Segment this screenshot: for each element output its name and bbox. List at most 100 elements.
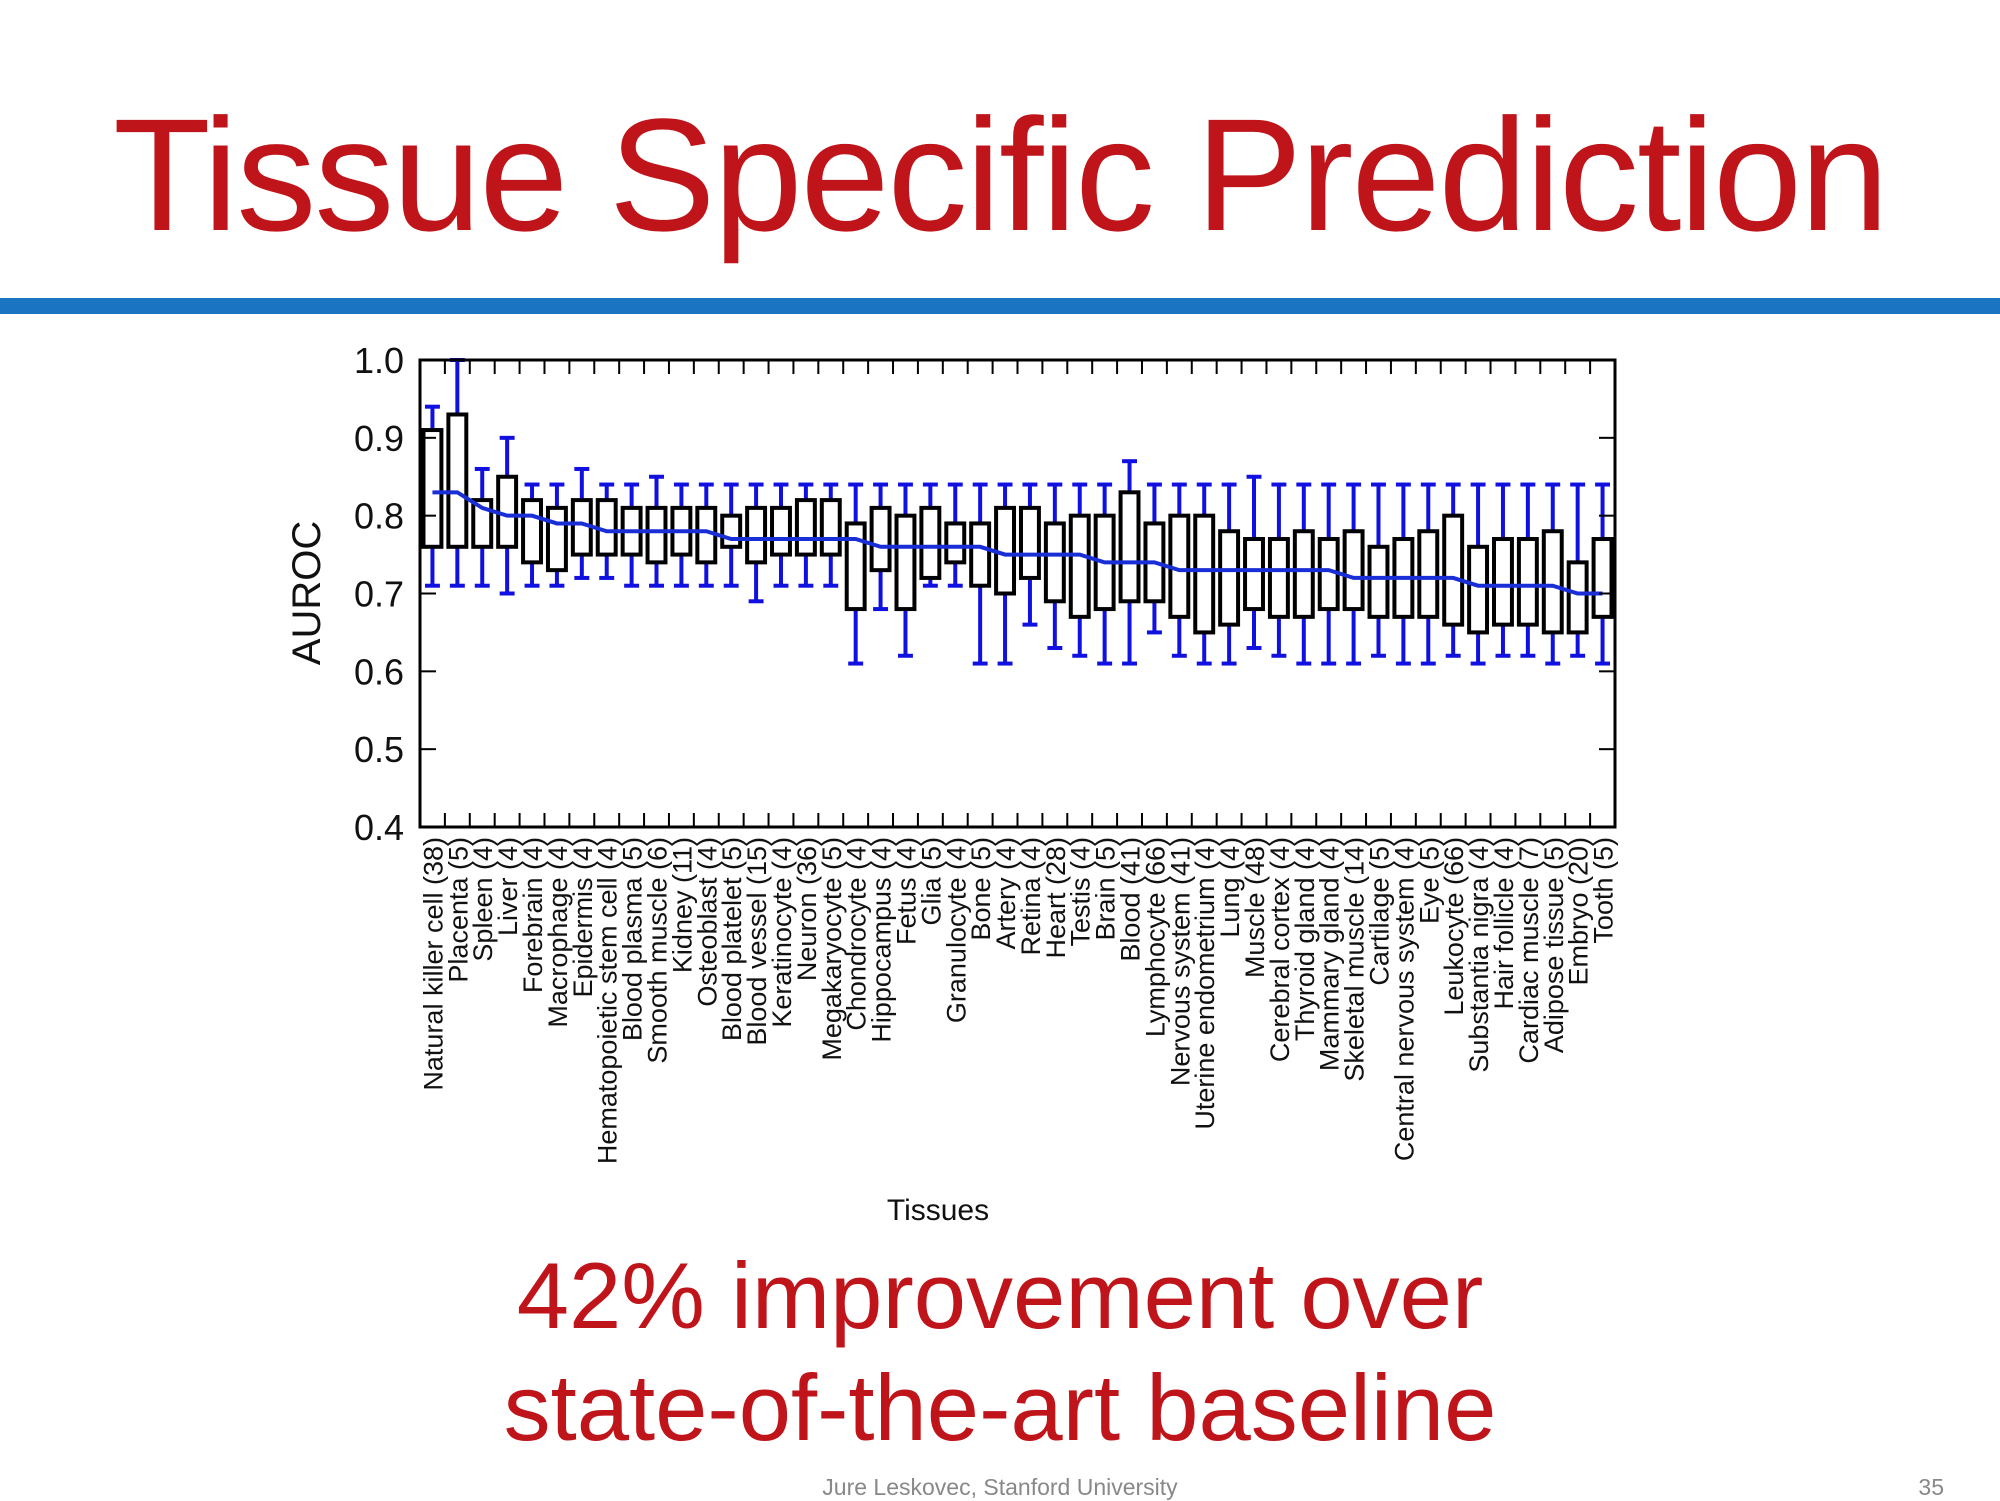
box <box>1591 537 1614 619</box>
x-tick-label: Granulocyte (4) <box>941 837 971 1023</box>
x-tick-label: Brain (5) <box>1091 837 1121 941</box>
box <box>720 513 743 549</box>
x-tick-label: Hair follicle (4) <box>1489 837 1519 1010</box>
x-tick-label: Macrophage (4) <box>543 837 573 1028</box>
boxes-layer <box>421 358 1614 666</box>
box <box>1267 537 1290 619</box>
x-axis-title: Tissues <box>887 1194 989 1227</box>
x-tick-label: Tooth (5) <box>1589 837 1619 944</box>
box <box>1193 513 1216 635</box>
x-tick-label: Testis (4) <box>1066 837 1096 947</box>
box <box>1118 490 1141 604</box>
y-tick-label: 0.5 <box>354 729 404 770</box>
y-tick-label: 0.9 <box>354 418 404 459</box>
x-tick-label: Retina (4) <box>1016 837 1046 956</box>
box <box>545 505 568 573</box>
x-tick-label: Thyroid gland (4) <box>1290 837 1320 1041</box>
y-tick-label: 0.7 <box>354 574 404 615</box>
caption-line-2: state-of-the-art baseline <box>503 1355 1497 1460</box>
box <box>894 513 917 612</box>
box <box>844 521 867 612</box>
x-tick-label: Kidney (11) <box>667 837 697 973</box>
x-tick-label: Lymphocyte (66) <box>1140 837 1170 1037</box>
box <box>1442 513 1465 627</box>
x-tick-label: Forebrain (4) <box>518 837 548 993</box>
x-tick-label: Bone (5) <box>966 837 996 941</box>
box <box>471 498 494 549</box>
x-tick-label: Spleen (4) <box>468 837 498 962</box>
x-tick-label: Osteoblast (4) <box>692 837 722 1007</box>
box <box>1218 529 1241 627</box>
caption: 42% improvement over state-of-the-art ba… <box>0 1240 2000 1464</box>
box <box>1566 560 1589 635</box>
x-tick-label: Chondrocyte (4) <box>842 837 872 1031</box>
auroc-boxplot-chart: 0.4 0.5 0.6 0.7 0.8 0.9 1.0 Natural killer cel… <box>285 340 1619 1227</box>
x-tick-label: Eye (5) <box>1414 837 1444 924</box>
box <box>1018 505 1041 580</box>
x-tick-labels: Natural killer cell (38)Placenta (5)Sple… <box>418 837 1618 1164</box>
box <box>819 498 842 557</box>
x-tick-label: Blood vessel (15) <box>742 837 772 1046</box>
box <box>1292 529 1315 619</box>
box <box>1243 537 1265 612</box>
x-tick-label: Adipose tissue (5) <box>1539 837 1569 1053</box>
ticks-layer <box>419 359 1616 828</box>
x-tick-label: Leukocyte (66) <box>1439 837 1469 1016</box>
footer-credit: Jure Leskovec, Stanford University <box>822 1474 1178 1500</box>
x-tick-label: Embryo (20) <box>1564 837 1594 986</box>
box <box>1541 529 1564 635</box>
x-tick-label: Cartilage (5) <box>1364 837 1394 986</box>
title-divider <box>0 298 2000 314</box>
y-tick-label: 0.4 <box>354 807 404 848</box>
y-tick-label: 1.0 <box>354 340 404 381</box>
box <box>1492 537 1514 627</box>
trend-layer <box>432 490 1603 596</box>
box <box>1068 513 1091 619</box>
y-tick-label: 0.6 <box>354 651 404 692</box>
box <box>794 498 817 557</box>
x-tick-label: Placenta (5) <box>443 837 473 983</box>
x-tick-label: Liver (4) <box>493 837 523 936</box>
y-axis-title: AUROC <box>285 521 329 665</box>
x-tick-label: Cerebral cortex (4) <box>1265 837 1295 1062</box>
x-tick-label: Cardiac muscle (7) <box>1514 837 1544 1064</box>
x-tick-label: Neuron (36) <box>792 837 822 981</box>
box <box>1342 529 1365 612</box>
caption-line-1: 42% improvement over <box>516 1243 1484 1348</box>
box <box>1367 544 1390 619</box>
x-tick-label: Mammary gland (4) <box>1315 837 1345 1071</box>
x-tick-label: Heart (28) <box>1041 837 1071 959</box>
y-tick-label: 0.8 <box>354 496 404 537</box>
x-tick-label: Megakaryocyte (5) <box>817 837 847 1061</box>
x-tick-label: Keratinocyte (4) <box>767 837 797 1028</box>
x-tick-label: Fetus (4) <box>891 837 921 945</box>
x-tick-label: Nervous system (41) <box>1165 837 1195 1086</box>
x-tick-label: Skeletal muscle (14) <box>1340 837 1370 1082</box>
box <box>745 505 768 565</box>
x-tick-label: Epidermis (4) <box>568 837 598 998</box>
box <box>944 521 967 565</box>
x-tick-label: Smooth muscle (6) <box>643 837 673 1064</box>
x-tick-label: Natural killer cell (38) <box>418 837 448 1091</box>
box <box>969 521 992 588</box>
y-tick-labels: 0.4 0.5 0.6 0.7 0.8 0.9 1.0 <box>354 340 404 848</box>
x-tick-label: Muscle (48) <box>1240 837 1270 978</box>
box <box>1043 521 1066 604</box>
x-tick-label: Blood (41) <box>1116 837 1146 962</box>
box <box>770 505 792 557</box>
x-tick-label: Uterine endometrium (4) <box>1190 837 1220 1130</box>
x-tick-label: Blood plasma (5) <box>618 837 648 1041</box>
trend-line <box>432 490 1603 596</box>
box <box>421 428 444 549</box>
x-tick-label: Hippocampus (4) <box>867 837 897 1043</box>
x-tick-label: Hematopoietic stem cell (4) <box>593 837 623 1164</box>
box <box>446 412 469 549</box>
box <box>919 505 942 580</box>
x-tick-label: Blood platelet (5) <box>717 837 747 1041</box>
box <box>521 498 543 565</box>
page-number: 35 <box>1918 1474 1944 1500</box>
x-tick-label: Artery (4) <box>991 837 1021 950</box>
x-tick-label: Substantia nigra (4) <box>1464 837 1494 1073</box>
box <box>1417 529 1440 619</box>
box <box>1516 537 1539 627</box>
